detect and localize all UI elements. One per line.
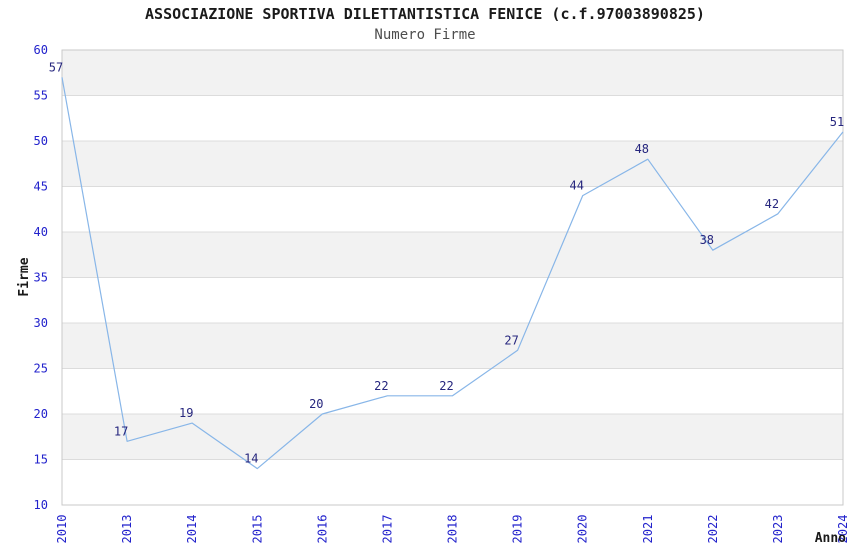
x-tick-label: 2024 [836,515,850,544]
band [62,368,843,414]
y-tick-label: 35 [34,271,48,285]
x-tick-label: 2023 [771,515,785,544]
band [62,141,843,187]
x-tick-label: 2021 [641,515,655,544]
data-label: 17 [114,424,128,438]
y-tick-label: 45 [34,180,48,194]
y-tick-label: 55 [34,89,48,103]
y-axis-tick-labels: 10 15 20 25 30 35 40 45 50 55 60 [34,43,48,512]
data-label: 42 [765,197,779,211]
x-tick-label: 2010 [55,515,69,544]
band [62,414,843,460]
x-tick-label: 2022 [706,515,720,544]
y-axis-title: Firme [17,257,32,296]
x-tick-label: 2017 [380,515,394,544]
y-tick-label: 30 [34,316,48,330]
band [62,277,843,323]
data-label: 38 [700,233,714,247]
data-label: 48 [635,142,649,156]
data-label: 57 [49,60,63,74]
x-tick-label: 2018 [446,515,460,544]
data-label: 20 [309,397,323,411]
band [62,186,843,232]
x-tick-label: 2020 [576,515,590,544]
data-label: 27 [504,333,518,347]
band [62,50,843,96]
y-tick-label: 10 [34,498,48,512]
data-label: 22 [439,379,453,393]
gridlines [62,95,843,460]
data-labels: 57 17 19 14 20 22 22 27 44 48 38 42 51 [49,60,844,465]
x-tick-label: 2016 [315,515,329,544]
x-axis-title: Anno [815,531,846,546]
data-label: 22 [374,379,388,393]
band [62,232,843,278]
band [62,323,843,369]
plot-border [61,49,844,506]
data-label: 14 [244,452,258,466]
y-tick-label: 20 [34,407,48,421]
series-polyline [61,77,844,470]
data-label: 51 [830,115,844,129]
band [62,95,843,141]
y-tick-label: 60 [34,43,48,57]
data-label: 44 [569,179,583,193]
x-tick-label: 2015 [250,515,264,544]
x-tick-label: 2013 [120,515,134,544]
y-tick-label: 15 [34,453,48,467]
plot-bands [62,50,843,505]
data-label: 19 [179,406,193,420]
chart-subtitle: Numero Firme [374,27,475,43]
x-tick-label: 2014 [185,515,199,544]
y-tick-label: 50 [34,134,48,148]
band [62,459,843,505]
series-line [61,77,844,470]
x-axis-tick-labels: 2010 2013 2014 2015 2016 2017 2018 2019 2020 2021… [55,515,850,544]
y-tick-label: 25 [34,362,48,376]
y-tick-label: 40 [34,225,48,239]
chart-title: ASSOCIAZIONE SPORTIVA DILETTANTISTICA FE… [145,5,705,23]
x-tick-label: 2019 [511,515,525,544]
